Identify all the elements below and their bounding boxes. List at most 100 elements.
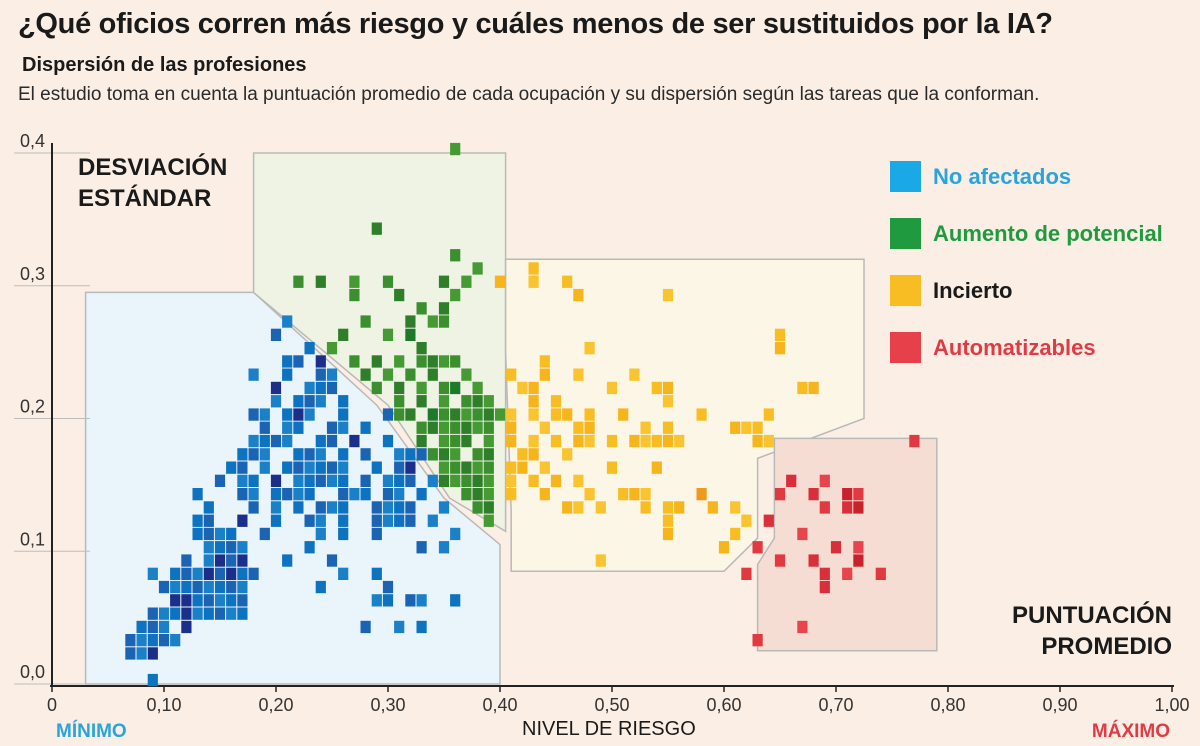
x-axis-title-line: PROMEDIO bbox=[1041, 633, 1172, 660]
data-point bbox=[226, 567, 237, 580]
data-point bbox=[651, 381, 662, 395]
data-point bbox=[438, 408, 450, 421]
data-point bbox=[416, 488, 427, 501]
data-point bbox=[461, 368, 472, 381]
data-point bbox=[248, 501, 259, 514]
data-point bbox=[394, 288, 405, 302]
chart-description: El estudio toma en cuenta la puntuación … bbox=[18, 84, 1040, 105]
data-point bbox=[214, 567, 226, 580]
data-point bbox=[136, 647, 147, 660]
data-point bbox=[774, 554, 786, 567]
data-point bbox=[730, 421, 741, 434]
data-point bbox=[237, 567, 248, 580]
data-point bbox=[203, 541, 214, 554]
data-point bbox=[584, 408, 595, 421]
data-point bbox=[282, 421, 293, 434]
data-point bbox=[662, 514, 674, 527]
data-point bbox=[371, 461, 382, 474]
x-tick-label: 0,30 bbox=[370, 695, 405, 715]
data-point bbox=[573, 368, 584, 381]
data-point bbox=[282, 315, 293, 328]
data-point bbox=[808, 381, 819, 395]
data-point bbox=[282, 355, 293, 368]
data-point bbox=[528, 448, 539, 461]
data-point bbox=[662, 434, 674, 448]
data-point bbox=[875, 567, 886, 580]
data-point bbox=[338, 488, 349, 501]
data-point bbox=[282, 554, 293, 567]
x-tick-label: 0,50 bbox=[594, 695, 629, 715]
data-point bbox=[741, 567, 752, 580]
data-point bbox=[472, 262, 483, 275]
data-point bbox=[394, 501, 405, 514]
data-point bbox=[326, 554, 338, 567]
data-point bbox=[394, 408, 405, 421]
data-point bbox=[270, 395, 282, 408]
y-tick-label: 0,4 bbox=[20, 131, 45, 151]
data-point bbox=[427, 448, 438, 461]
data-point bbox=[450, 421, 461, 434]
data-point bbox=[248, 448, 259, 461]
data-point bbox=[237, 488, 248, 501]
data-point bbox=[282, 408, 293, 421]
data-point bbox=[270, 328, 282, 341]
data-point bbox=[315, 381, 326, 395]
data-point bbox=[461, 434, 472, 448]
data-point bbox=[304, 514, 315, 527]
data-point bbox=[282, 434, 293, 448]
data-point bbox=[315, 580, 326, 594]
data-point bbox=[808, 554, 819, 567]
data-point bbox=[506, 408, 517, 421]
region-automatizables bbox=[756, 437, 938, 652]
data-point bbox=[226, 607, 237, 620]
data-point bbox=[170, 594, 181, 607]
data-point bbox=[427, 514, 438, 527]
data-point bbox=[741, 421, 752, 434]
data-point bbox=[562, 448, 573, 461]
data-point bbox=[786, 474, 797, 487]
data-point bbox=[214, 541, 226, 554]
data-point bbox=[483, 434, 494, 448]
legend-label: No afectados bbox=[933, 163, 1072, 189]
data-point bbox=[483, 501, 494, 514]
data-point bbox=[584, 421, 595, 434]
data-point bbox=[438, 302, 450, 315]
data-point bbox=[752, 434, 763, 448]
data-point bbox=[774, 328, 786, 341]
data-point bbox=[842, 501, 853, 514]
data-point bbox=[214, 607, 226, 620]
data-point bbox=[360, 488, 371, 501]
legend-label: Aumento de potencial bbox=[933, 220, 1163, 246]
data-point bbox=[293, 474, 304, 487]
data-point bbox=[416, 342, 427, 355]
data-point bbox=[394, 448, 405, 461]
data-point bbox=[819, 580, 830, 594]
data-point bbox=[674, 434, 685, 448]
data-point bbox=[226, 541, 237, 554]
data-point bbox=[450, 461, 461, 474]
data-point bbox=[170, 607, 181, 620]
data-point bbox=[326, 421, 338, 434]
data-point bbox=[214, 580, 226, 594]
data-point bbox=[539, 461, 550, 474]
data-point bbox=[181, 594, 192, 607]
data-point bbox=[629, 434, 640, 448]
data-point bbox=[640, 434, 651, 448]
data-point bbox=[371, 514, 382, 527]
data-point bbox=[550, 395, 562, 408]
data-point bbox=[774, 488, 786, 501]
data-point bbox=[338, 408, 349, 421]
data-point bbox=[629, 488, 640, 501]
y-axis-title-line: DESVIACIÓN bbox=[78, 154, 228, 181]
data-point bbox=[382, 501, 394, 514]
data-point bbox=[450, 288, 461, 302]
x-axis-title: NIVEL DE RIESGO bbox=[522, 718, 696, 740]
data-point bbox=[360, 315, 371, 328]
data-point bbox=[651, 461, 662, 474]
data-point bbox=[158, 620, 170, 634]
data-point bbox=[349, 275, 360, 288]
data-point bbox=[394, 355, 405, 368]
data-point bbox=[696, 408, 707, 421]
data-point bbox=[382, 580, 394, 594]
data-point bbox=[416, 381, 427, 395]
